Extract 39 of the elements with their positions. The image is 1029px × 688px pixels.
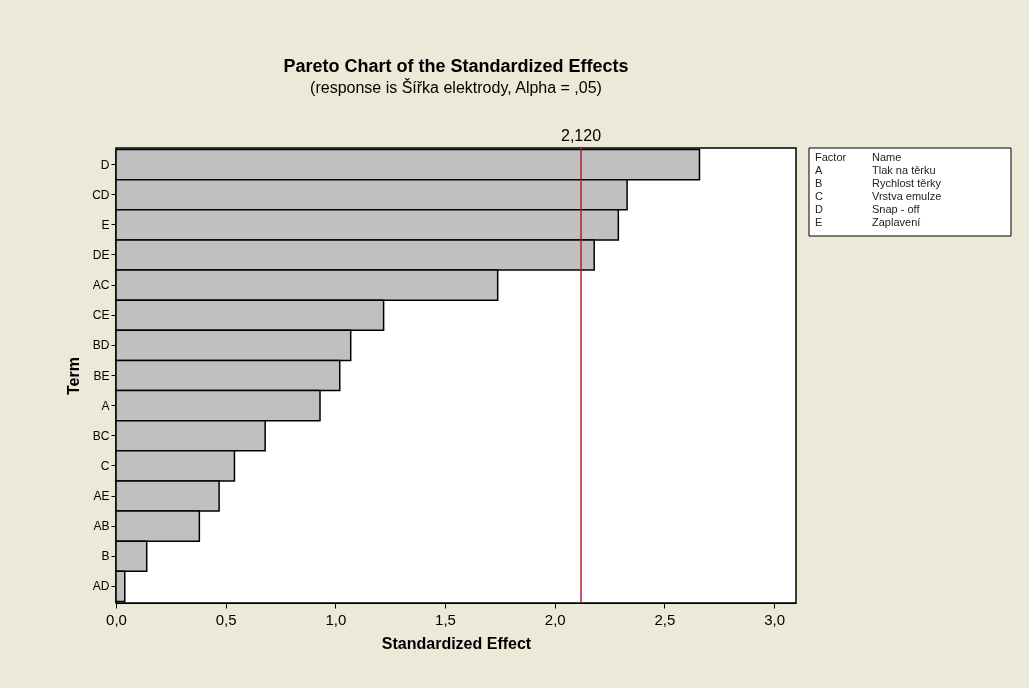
x-tick-label: 3,0 <box>764 610 785 628</box>
text: D <box>815 203 823 215</box>
y-tick-label: CE <box>92 308 110 323</box>
x-tick-label: 1,0 <box>325 610 347 628</box>
x-tick-label: 2,5 <box>654 610 676 628</box>
text: Vrstva emulze <box>872 190 942 202</box>
y-tick-label: E <box>101 217 110 232</box>
text: Tlak na těrku <box>872 164 936 176</box>
y-tick-label: C <box>100 458 110 473</box>
y-tick-label: CD <box>92 187 110 202</box>
y-tick-label: AD <box>92 579 110 594</box>
text: E <box>815 216 823 228</box>
y-tick-label: D <box>100 157 110 172</box>
x-axis-title: Standardized Effect <box>381 634 532 652</box>
x-tick-label: 2,0 <box>544 610 566 628</box>
y-axis-title: Term <box>65 357 83 395</box>
y-tick-label: AB <box>93 519 110 534</box>
x-tick-label: 1,5 <box>435 610 456 628</box>
text: Factor <box>815 151 847 163</box>
y-tick-label: BD <box>92 338 110 353</box>
y-tick-label: B <box>101 549 110 564</box>
text: Snap - off <box>872 203 921 215</box>
y-tick-label: A <box>101 398 110 413</box>
text: Name <box>872 151 902 163</box>
y-tick-label: DE <box>92 247 110 262</box>
ref-line-label: 2,120 <box>561 127 602 144</box>
x-tick-label: 0,5 <box>215 610 237 628</box>
y-tick-label: BC <box>92 428 110 443</box>
text: B <box>815 177 823 189</box>
text: C <box>815 190 823 202</box>
text: Rychlost těrky <box>872 177 942 189</box>
chart-title: Pareto Chart of the Standardized Effects <box>283 56 629 76</box>
y-tick-label: AE <box>93 489 110 504</box>
y-tick-label: BE <box>93 368 110 383</box>
x-tick-label: 0,0 <box>106 610 127 628</box>
y-tick-label: AC <box>92 278 110 293</box>
chart-subtitle: (response is Šířka elektrody, Alpha = ,05) <box>310 78 602 96</box>
text: A <box>815 164 823 176</box>
text: Zaplavení <box>872 216 921 228</box>
